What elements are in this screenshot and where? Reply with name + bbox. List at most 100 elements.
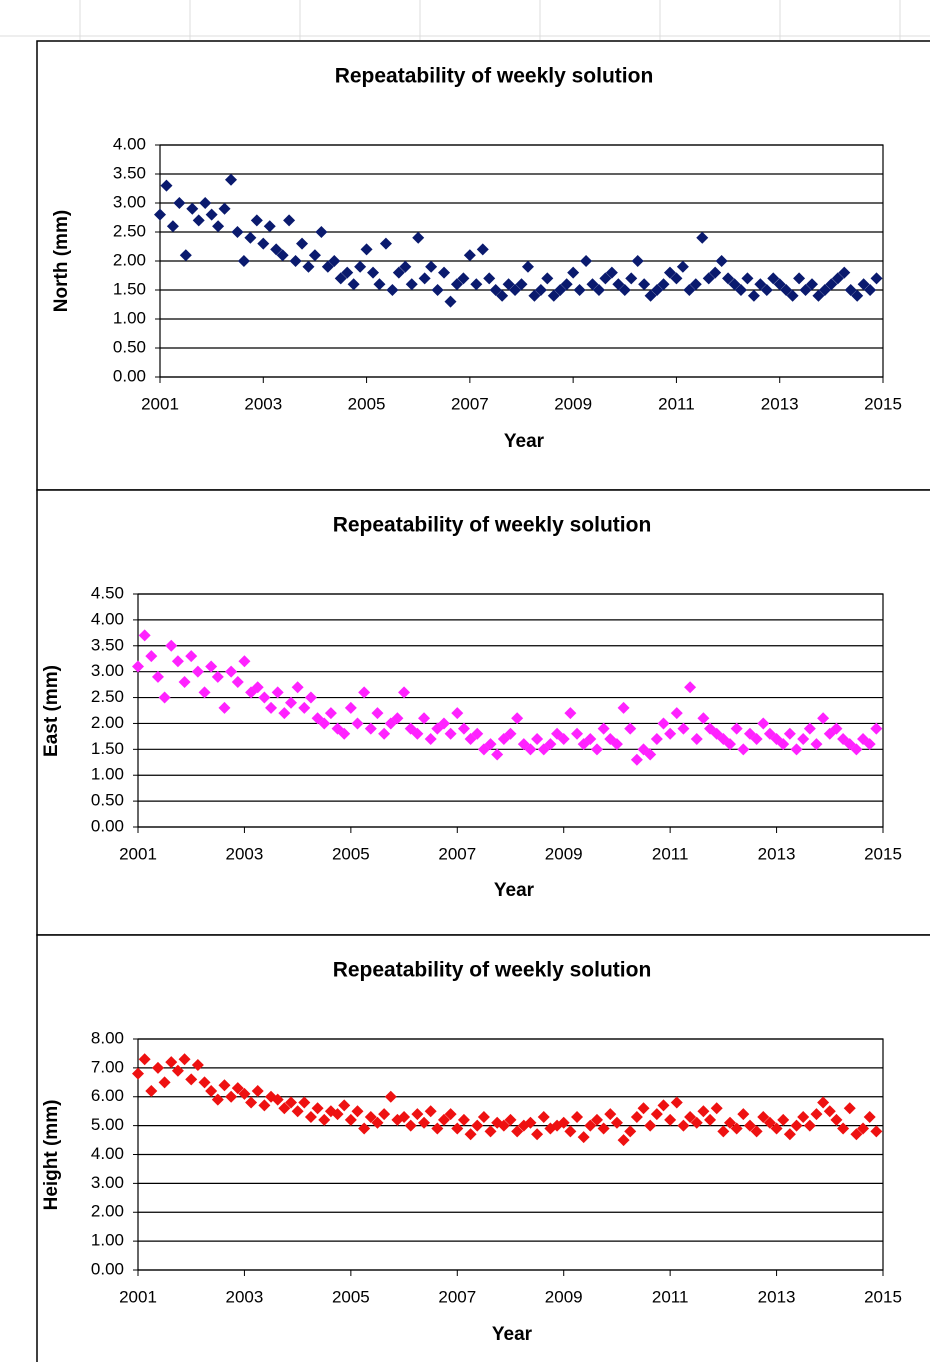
point — [528, 289, 541, 302]
point — [624, 1125, 637, 1138]
point — [257, 237, 270, 250]
x-tick-label: 2001 — [119, 1287, 157, 1306]
point — [138, 1053, 151, 1066]
point — [728, 278, 741, 291]
point — [717, 1125, 730, 1138]
point — [185, 1073, 198, 1086]
point — [218, 701, 231, 714]
point — [617, 701, 630, 714]
point — [857, 1122, 870, 1135]
point — [564, 1125, 577, 1138]
point — [599, 272, 612, 285]
point — [358, 1122, 371, 1135]
point — [617, 1134, 630, 1147]
point — [697, 1105, 710, 1118]
point — [245, 1096, 258, 1109]
point — [838, 266, 851, 279]
point — [225, 173, 238, 186]
y-tick-label: 0.00 — [113, 366, 146, 385]
point — [797, 732, 810, 745]
point — [351, 717, 364, 730]
point — [670, 272, 683, 285]
point — [225, 1090, 238, 1103]
point — [504, 727, 517, 740]
y-tick-label: 1.50 — [113, 279, 146, 298]
point — [250, 214, 263, 227]
point — [318, 1113, 331, 1126]
point — [451, 1122, 464, 1135]
point — [424, 732, 437, 745]
point — [321, 260, 334, 273]
point — [145, 1084, 158, 1097]
x-axis-label: Year — [504, 431, 545, 452]
point — [258, 691, 271, 704]
point — [803, 1119, 816, 1132]
point — [271, 1093, 284, 1106]
point — [831, 272, 844, 285]
point — [464, 1128, 477, 1141]
point — [351, 1105, 364, 1118]
point — [557, 732, 570, 745]
point — [145, 650, 158, 663]
x-tick-label: 2015 — [864, 844, 902, 863]
point — [373, 278, 386, 291]
point — [810, 738, 823, 751]
point — [531, 1128, 544, 1141]
point — [308, 249, 321, 262]
point — [298, 701, 311, 714]
y-tick-label: 2.00 — [91, 1202, 124, 1221]
point — [412, 231, 425, 244]
point — [504, 1113, 517, 1126]
point — [777, 1113, 790, 1126]
point — [438, 266, 451, 279]
point — [289, 255, 302, 267]
point — [560, 278, 573, 291]
point — [364, 722, 377, 735]
point — [757, 1110, 770, 1123]
y-tick-label: 4.50 — [91, 583, 124, 602]
point — [697, 712, 710, 725]
y-tick-label: 1.00 — [113, 308, 146, 327]
point — [451, 707, 464, 720]
point — [663, 266, 676, 279]
x-tick-label: 2011 — [652, 1287, 689, 1306]
point — [625, 272, 638, 285]
y-tick-label: 3.00 — [113, 192, 146, 211]
point — [618, 284, 631, 296]
point — [284, 1096, 297, 1109]
point — [690, 1116, 703, 1129]
y-tick-label: 7.00 — [91, 1057, 124, 1076]
point — [537, 1110, 550, 1123]
point — [457, 722, 470, 735]
point — [676, 260, 689, 273]
point — [830, 722, 843, 735]
point — [231, 1082, 244, 1095]
x-tick-label: 2007 — [451, 394, 489, 413]
point — [471, 1119, 484, 1132]
point — [265, 701, 278, 714]
point — [547, 289, 560, 302]
point — [276, 249, 289, 262]
point — [341, 266, 354, 279]
point — [418, 272, 431, 285]
point — [509, 284, 522, 296]
point — [544, 738, 557, 751]
point — [411, 727, 424, 740]
y-tick-label: 2.00 — [113, 250, 146, 269]
point — [212, 220, 225, 233]
point — [425, 260, 438, 273]
point — [344, 1113, 357, 1126]
point — [244, 231, 257, 244]
point — [750, 732, 763, 745]
point — [870, 722, 883, 735]
point — [225, 665, 238, 678]
point — [470, 278, 483, 291]
point — [511, 1125, 524, 1138]
point — [278, 1102, 291, 1115]
point — [476, 243, 489, 256]
point — [715, 255, 728, 267]
point — [496, 289, 509, 302]
point — [670, 1096, 683, 1109]
point — [812, 289, 825, 302]
point — [624, 722, 637, 735]
